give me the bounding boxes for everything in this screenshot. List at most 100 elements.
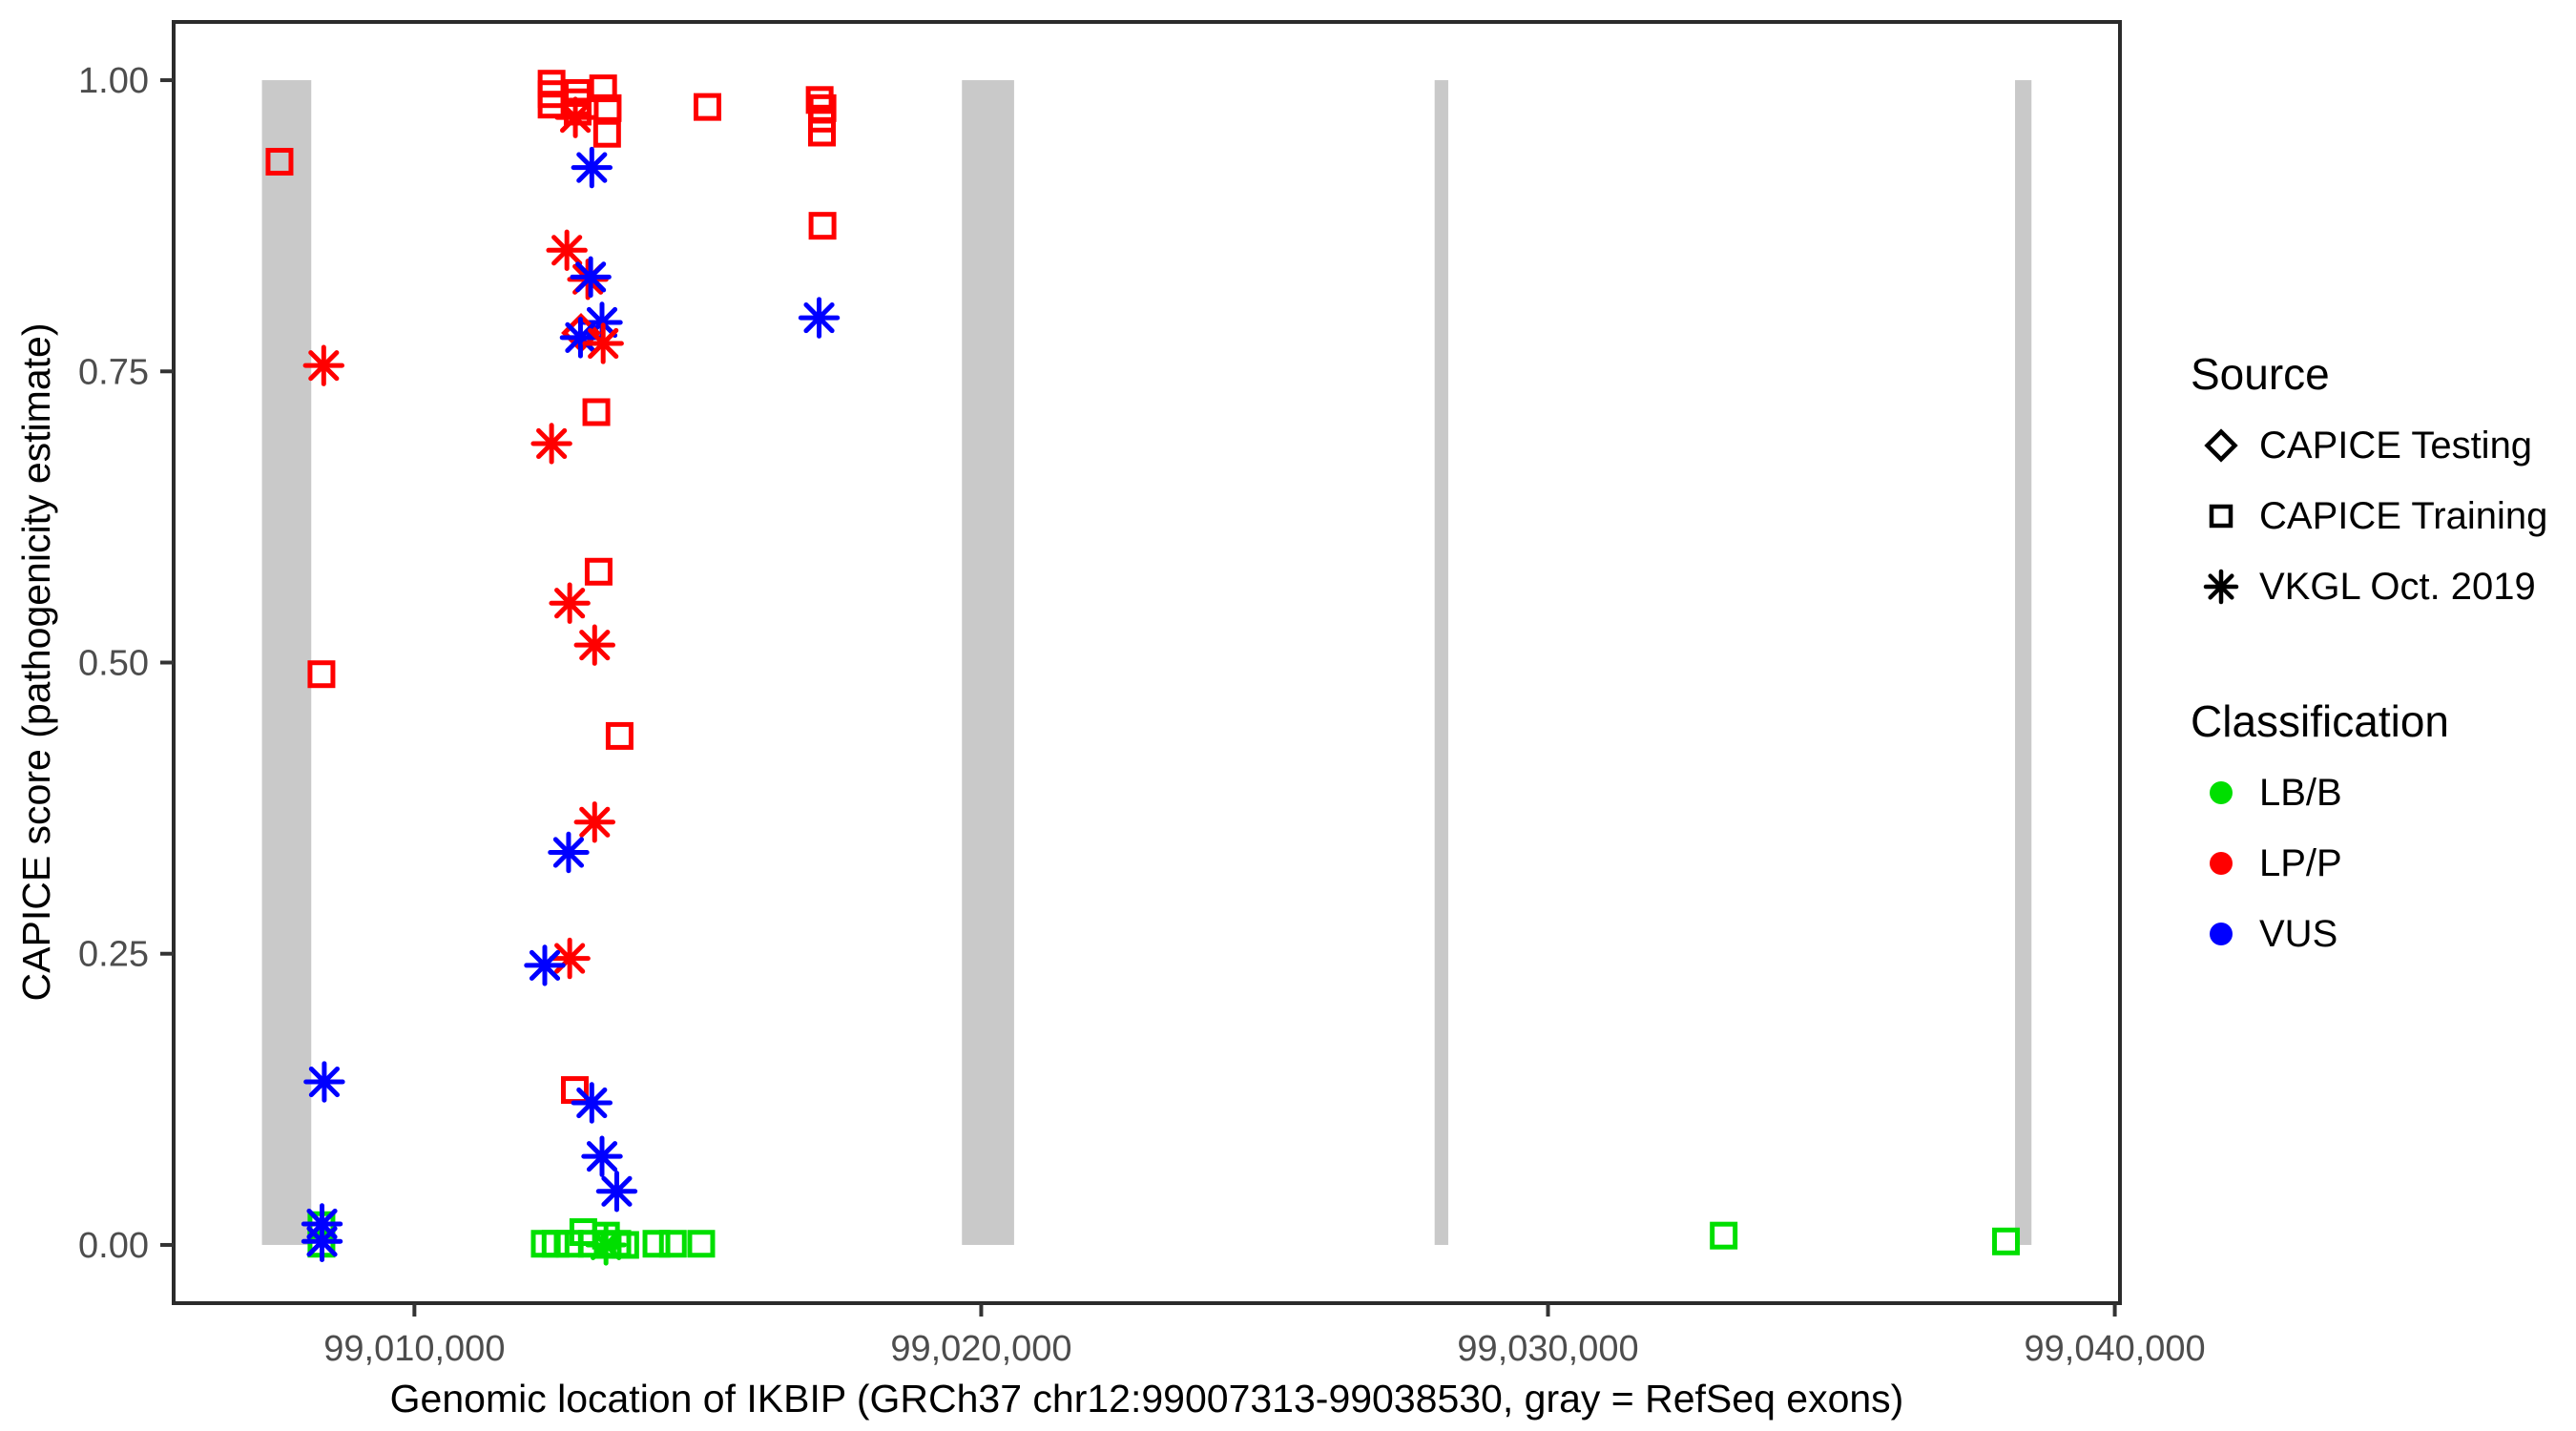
data-point-square (589, 74, 617, 103)
legend-key (2191, 762, 2252, 823)
data-point-asterisk-arm (308, 350, 340, 382)
legend-source: Source CAPICE Testing CAPICE Training VKGL… (2191, 349, 2576, 622)
asterisk-glyph-arm (2208, 573, 2234, 600)
legend-source-title: Source (2191, 349, 2330, 399)
data-point-asterisk (546, 229, 588, 271)
legend-item-class-lp-p: LP/P (2191, 828, 2576, 899)
legend-classification-title: Classification (2191, 696, 2449, 746)
color-dot (2210, 923, 2233, 945)
data-point-asterisk (524, 944, 566, 986)
exon-bars (261, 80, 2032, 1245)
data-point-square (265, 148, 294, 176)
data-point-asterisk (573, 801, 615, 843)
legend-key (2191, 556, 2252, 617)
data-point-asterisk-arm (306, 1226, 338, 1257)
x-tick-label: 99,010,000 (323, 1329, 505, 1369)
legend-key (2191, 833, 2252, 894)
legend-label: CAPICE Testing (2259, 424, 2533, 467)
legend-label: CAPICE Training (2259, 494, 2548, 537)
data-point-square (593, 93, 622, 122)
data-point-asterisk (554, 96, 596, 138)
data-point-square (1710, 1221, 1738, 1250)
data-point-square (541, 1230, 570, 1258)
legend-item-source-capice-training: CAPICE Training (2191, 481, 2576, 551)
color-dot (2210, 852, 2233, 875)
legend-classification: Classification LB/B LP/P VUS (2191, 696, 2576, 969)
data-point-asterisk (581, 1135, 623, 1177)
x-tick-label: 99,030,000 (1457, 1329, 1638, 1369)
diamond-glyph (2204, 428, 2238, 463)
legend-key (2191, 415, 2252, 476)
data-point-asterisk-arm (579, 806, 611, 838)
data-point-asterisk (595, 1171, 638, 1213)
circle-icon (2210, 923, 2233, 945)
asterisk-glyph (2203, 569, 2239, 605)
data-point-square (694, 93, 722, 121)
data-point-asterisk-arm (588, 327, 619, 360)
y-axis-title: CAPICE score (pathogenicity estimate) (14, 323, 58, 1002)
data-point-asterisk-arm (560, 102, 592, 134)
data-point-square (592, 119, 621, 148)
data-point-square (642, 1230, 671, 1258)
data-point-asterisk (549, 937, 591, 980)
data-point-square (560, 1076, 589, 1105)
legend-classification-items: LB/B LP/P VUS (2191, 757, 2576, 969)
data-point-asterisk-arm (575, 261, 607, 293)
refseq-exon-bar (2015, 80, 2032, 1245)
legend-label: VUS (2259, 912, 2338, 955)
data-point-asterisk-arm (536, 427, 568, 460)
refseq-exon-bar (1434, 80, 1448, 1245)
circle-icon (2210, 852, 2233, 875)
y-tick-label: 0.75 (78, 352, 149, 392)
data-point-asterisk (571, 1082, 613, 1124)
legend-item-class-vus: VUS (2191, 899, 2576, 969)
data-point-asterisk-arm (554, 588, 586, 619)
legend-key (2191, 486, 2252, 547)
refseq-exon-bar (962, 80, 1014, 1245)
data-point-asterisk (585, 1224, 627, 1266)
data-point-square (808, 104, 837, 133)
square-glyph (2209, 504, 2233, 529)
circle-icon (2210, 781, 2233, 804)
data-point-asterisk (303, 1061, 345, 1103)
data-point-asterisk (302, 344, 345, 386)
y-tick-label: 0.00 (78, 1226, 149, 1266)
data-point-asterisk (530, 423, 572, 465)
data-point-asterisk (798, 297, 841, 339)
legend-key (2191, 903, 2252, 964)
legend-item-source-capice-testing: CAPICE Testing (2191, 410, 2576, 481)
square-icon (2209, 504, 2233, 529)
y-axis-ticks: 0.00 0.25 0.50 0.75 1.00 (78, 61, 174, 1266)
data-point-asterisk (570, 256, 612, 299)
data-point-asterisk (573, 624, 615, 666)
data-point-asterisk-arm (576, 152, 608, 183)
panel-border (172, 20, 2122, 1305)
data-point-asterisk (549, 582, 591, 624)
data-point-square (605, 721, 634, 750)
legend-source-items: CAPICE Testing CAPICE Training VKGL Oct. 2… (2191, 410, 2576, 622)
x-tick-label: 99,020,000 (890, 1329, 1071, 1369)
data-point-asterisk-arm (601, 1175, 633, 1207)
data-point-asterisk-arm (576, 1087, 608, 1119)
data-point-asterisk-arm (586, 1141, 618, 1172)
data-point-square (584, 557, 613, 586)
color-dot (2210, 781, 2233, 804)
data-point-asterisk-arm (579, 630, 611, 661)
legend-label: LB/B (2259, 771, 2342, 814)
data-point-square (1992, 1227, 2021, 1255)
data-point-asterisk-arm (308, 1066, 340, 1098)
x-axis-title: Genomic location of IKBIP (GRCh37 chr12:… (390, 1377, 1904, 1421)
legend-item-class-lb-b: LB/B (2191, 757, 2576, 828)
data-point-asterisk (301, 1220, 343, 1262)
data-point-asterisk (582, 322, 624, 364)
data-point-square (805, 86, 834, 114)
data-point-square (582, 398, 611, 426)
data-point-asterisk-arm (552, 837, 585, 868)
data-point-square (658, 1230, 687, 1258)
data-points (265, 70, 2021, 1266)
y-tick-label: 0.25 (78, 935, 149, 975)
legend-label: VKGL Oct. 2019 (2259, 565, 2536, 608)
legend-item-source-vkgl-oct-2019: VKGL Oct. 2019 (2191, 551, 2576, 622)
x-tick-label: 99,040,000 (2025, 1329, 2206, 1369)
